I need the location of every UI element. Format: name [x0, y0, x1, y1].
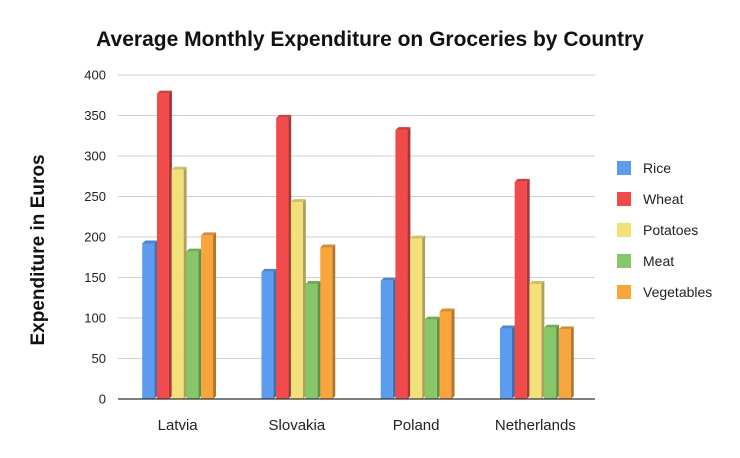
category-labels: Latvia Slovakia Poland Netherlands: [158, 417, 576, 434]
y-tick-label: 300: [84, 149, 106, 164]
bar-meat-netherlands: [544, 324, 560, 399]
category-label: Slovakia: [269, 417, 326, 434]
legend-label: Vegetables: [643, 284, 712, 300]
bar-vegetables-latvia: [201, 232, 217, 399]
chart-title: Average Monthly Expenditure on Groceries…: [96, 28, 644, 51]
legend-label: Rice: [643, 160, 671, 176]
bar-meat-slovakia: [305, 280, 321, 399]
bar-vegetables-netherlands: [558, 326, 574, 399]
y-tick-label: 200: [84, 230, 106, 245]
bar-wheat-netherlands: [514, 178, 530, 399]
bar-potatoes-slovakia: [290, 199, 306, 399]
y-tick-label: 400: [84, 68, 106, 83]
y-tick-labels: 0 50 100 150 200 250 300 350 400: [84, 68, 106, 407]
category-label: Poland: [393, 417, 440, 434]
bar-rice-poland: [380, 277, 396, 399]
legend-swatch: [617, 285, 631, 299]
legend-item: Rice: [617, 160, 671, 176]
legend-swatch: [617, 223, 631, 237]
bar-vegetables-slovakia: [320, 244, 336, 399]
legend-item: Potatoes: [617, 222, 698, 238]
y-tick-label: 100: [84, 311, 106, 326]
bar-wheat-latvia: [156, 90, 172, 399]
y-tick-label: 150: [84, 270, 106, 285]
y-axis-label: Expenditure in Euros: [28, 154, 49, 345]
bar-potatoes-netherlands: [529, 280, 545, 399]
bar-rice-latvia: [142, 240, 158, 399]
legend-swatch: [617, 192, 631, 206]
bars: [142, 90, 574, 400]
y-tick-label: 350: [84, 108, 106, 123]
bar-potatoes-latvia: [171, 166, 187, 399]
bar-vegetables-poland: [439, 308, 455, 399]
legend-label: Wheat: [643, 191, 684, 207]
bar-rice-slovakia: [261, 268, 277, 399]
y-tick-label: 0: [99, 392, 106, 407]
legend-swatch: [617, 161, 631, 175]
bar-rice-netherlands: [499, 325, 515, 399]
bar-meat-poland: [424, 316, 440, 399]
bar-potatoes-poland: [410, 235, 426, 399]
bar-meat-latvia: [186, 248, 202, 399]
legend-item: Meat: [617, 253, 674, 269]
legend-item: Vegetables: [617, 284, 712, 300]
y-tick-label: 250: [84, 189, 106, 204]
legend-swatch: [617, 254, 631, 268]
bar-wheat-poland: [395, 127, 411, 399]
y-tick-label: 50: [92, 351, 106, 366]
legend-label: Meat: [643, 253, 674, 269]
legend: Rice Wheat Potatoes Meat Vegetables: [617, 160, 712, 300]
legend-label: Potatoes: [643, 222, 698, 238]
bar-wheat-slovakia: [276, 114, 292, 400]
legend-item: Wheat: [617, 191, 684, 207]
category-label: Latvia: [158, 417, 199, 434]
category-label: Netherlands: [495, 417, 576, 434]
